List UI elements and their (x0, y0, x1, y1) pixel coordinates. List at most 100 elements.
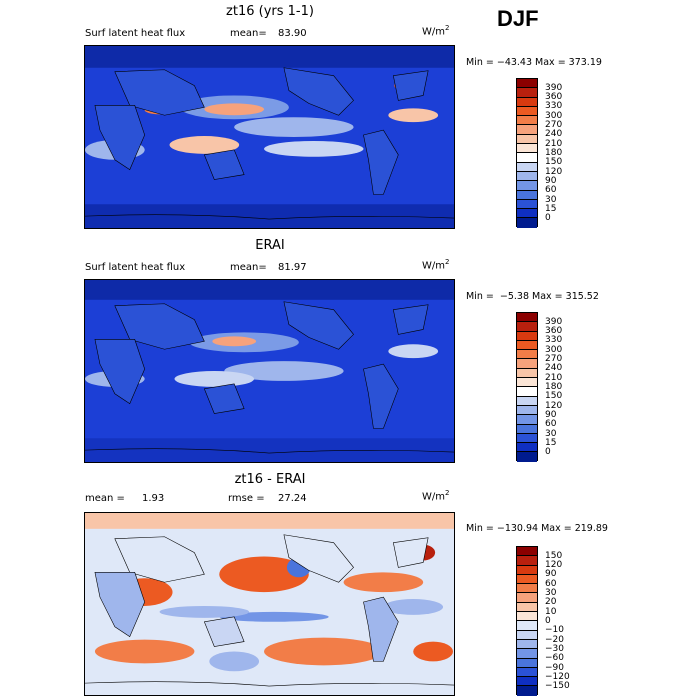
season-label: DJF (497, 6, 539, 31)
colorbar-swatch (517, 639, 537, 650)
colorbar-swatch (517, 322, 537, 332)
colorbar-tick-label: 30 (545, 195, 557, 205)
colorbar-tick-label: 360 (545, 92, 563, 102)
colorbar-swatch (517, 405, 537, 416)
colorbar-swatch (517, 106, 537, 117)
panel2-minmax: Min = −5.38 Max = 315.52 (466, 291, 599, 302)
colorbar-swatch (517, 593, 537, 603)
panel2-map (84, 279, 455, 463)
panel2-colorbar (516, 312, 538, 462)
colorbar-tick-label: 15 (545, 204, 557, 214)
panel1-minmax: Min = −43.43 Max = 373.19 (466, 57, 602, 68)
colorbar-tick-label: 0 (545, 616, 551, 626)
colorbar-tick-label: 15 (545, 438, 557, 448)
colorbar-tick-label: 20 (545, 597, 557, 607)
colorbar-tick-label: 90 (545, 410, 557, 420)
colorbar-swatch (517, 134, 537, 145)
colorbar-tick-label: −30 (545, 644, 564, 654)
colorbar-swatch (517, 433, 537, 444)
colorbar-tick-label: 330 (545, 101, 563, 111)
colorbar-swatch (517, 443, 537, 453)
colorbar-tick-label: 0 (545, 447, 551, 457)
colorbar-swatch (517, 621, 537, 631)
colorbar-tick-label: 120 (545, 167, 563, 177)
colorbar-swatch (517, 340, 537, 351)
colorbar-tick-label: 60 (545, 579, 557, 589)
panel2-units: W/m2 (422, 258, 450, 272)
colorbar-tick-label: 360 (545, 326, 563, 336)
panel3-minmax: Min = −130.94 Max = 219.89 (466, 523, 608, 534)
panel3-units: W/m2 (422, 489, 450, 503)
colorbar-swatch (517, 452, 537, 462)
colorbar-tick-label: 0 (545, 213, 551, 223)
colorbar-tick-label: 150 (545, 391, 563, 401)
colorbar-swatch (517, 97, 537, 107)
colorbar-tick-label: 120 (545, 401, 563, 411)
panel1-mean-value: 83.90 (278, 28, 307, 39)
colorbar-swatch (517, 153, 537, 163)
colorbar-swatch (517, 415, 537, 425)
colorbar-tick-label: 60 (545, 185, 557, 195)
colorbar-swatch (517, 199, 537, 210)
colorbar-swatch (517, 88, 537, 98)
colorbar-swatch (517, 350, 537, 360)
colorbar-tick-label: 10 (545, 607, 557, 617)
colorbar-tick-label: 150 (545, 551, 563, 561)
colorbar-swatch (517, 181, 537, 191)
colorbar-tick-label: 180 (545, 382, 563, 392)
colorbar-swatch (517, 116, 537, 126)
colorbar-swatch (517, 584, 537, 594)
colorbar-swatch (517, 162, 537, 172)
colorbar-tick-label: −60 (545, 653, 564, 663)
colorbar-tick-label: 150 (545, 157, 563, 167)
panel3-rmse-label: rmse = (228, 493, 265, 504)
colorbar-swatch (517, 677, 537, 687)
colorbar-tick-label: 390 (545, 83, 563, 93)
colorbar-swatch (517, 556, 537, 566)
colorbar-swatch (517, 209, 537, 219)
panel1-mean-label: mean= (230, 28, 267, 39)
colorbar-swatch (517, 424, 537, 434)
colorbar-tick-label: 60 (545, 419, 557, 429)
colorbar-swatch (517, 378, 537, 388)
panel3-map (84, 512, 455, 696)
colorbar-swatch (517, 125, 537, 135)
colorbar-swatch (517, 630, 537, 640)
panel1-variable-label: Surf latent heat flux (85, 28, 186, 39)
panel3-mean-value: 1.93 (142, 493, 165, 504)
panel3-mean-label: mean = (85, 493, 125, 504)
colorbar-swatch (517, 313, 537, 323)
panel3-rmse-value: 27.24 (278, 493, 307, 504)
panel1-units: W/m2 (422, 24, 450, 38)
colorbar-tick-label: 90 (545, 569, 557, 579)
colorbar-tick-label: 270 (545, 120, 563, 130)
colorbar-tick-label: 30 (545, 588, 557, 598)
colorbar-swatch (517, 331, 537, 341)
panel3-title: zt16 - ERAI (234, 472, 306, 487)
colorbar-tick-label: 240 (545, 363, 563, 373)
colorbar-swatch (517, 171, 537, 182)
panel2-mean-label: mean= (230, 262, 267, 273)
colorbar-swatch (517, 574, 537, 585)
colorbar-swatch (517, 602, 537, 613)
colorbar-swatch (517, 387, 537, 397)
colorbar-tick-label: −20 (545, 635, 564, 645)
colorbar-swatch (517, 686, 537, 696)
colorbar-swatch (517, 190, 537, 200)
colorbar-swatch (517, 396, 537, 406)
colorbar-swatch (517, 667, 537, 678)
panel2-title: ERAI (255, 238, 285, 253)
colorbar-tick-label: −10 (545, 625, 564, 635)
colorbar-swatch (517, 658, 537, 668)
panel1-map (84, 45, 455, 229)
colorbar-tick-label: −120 (545, 672, 570, 682)
colorbar-swatch (517, 612, 537, 622)
colorbar-tick-label: 300 (545, 345, 563, 355)
panel1-colorbar (516, 78, 538, 228)
panel2-variable-label: Surf latent heat flux (85, 262, 186, 273)
panel1-title: zt16 (yrs 1-1) (226, 4, 314, 19)
colorbar-tick-label: 390 (545, 317, 563, 327)
panel2-mean-value: 81.97 (278, 262, 307, 273)
panel3-colorbar (516, 546, 538, 696)
colorbar-swatch (517, 565, 537, 575)
